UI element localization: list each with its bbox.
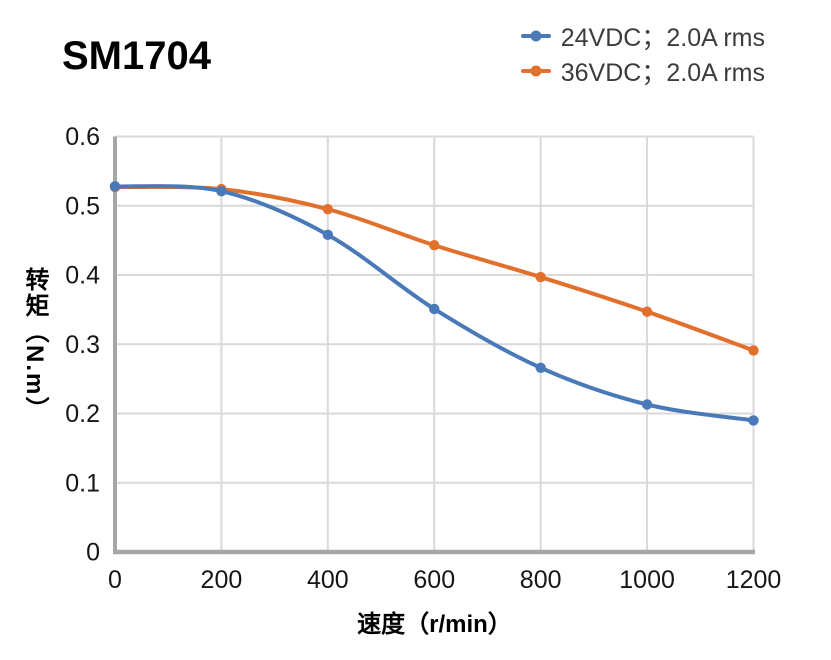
data-point-series-1: [429, 240, 440, 251]
legend-dot: [530, 30, 542, 41]
legend-dot: [530, 65, 542, 76]
x-tick-label: 0: [108, 566, 122, 594]
y-tick-label: 0.4: [65, 262, 100, 290]
data-point-series-0: [216, 186, 227, 197]
legend-label: 24VDC；2.0A rms: [560, 23, 765, 52]
x-tick-label: 600: [413, 566, 455, 594]
data-point-series-1: [322, 204, 334, 215]
legend-line-marker-icon: [520, 30, 551, 42]
y-tick-label: 0.5: [65, 192, 100, 220]
x-tick-label: 800: [520, 566, 562, 594]
data-point-series-1: [748, 345, 759, 356]
legend-item-36vdc: 36VDC；2.0A rms: [520, 54, 765, 87]
x-tick-label: 1200: [726, 566, 782, 594]
data-point-series-0: [641, 399, 653, 410]
y-tick-label: 0.3: [65, 331, 100, 359]
data-point-series-0: [109, 181, 121, 192]
legend-item-24vdc: 24VDC；2.0A rms: [520, 19, 765, 52]
y-axis-title: 转矩（N.m）: [21, 266, 48, 423]
legend-label: 36VDC；2.0A rms: [560, 58, 765, 87]
x-tick-label: 200: [201, 566, 243, 594]
data-point-series-0: [322, 229, 334, 241]
legend-line-marker-icon: [520, 65, 551, 77]
x-axis-title: 速度（r/min）: [357, 611, 512, 638]
y-tick-label: 0.1: [65, 469, 100, 497]
y-tick-label: 0.2: [65, 400, 100, 428]
x-tick-label: 400: [307, 566, 349, 594]
data-point-series-1: [641, 306, 653, 317]
data-point-series-0: [429, 303, 440, 315]
legend: 24VDC；2.0A rms 36VDC；2.0A rms: [520, 19, 765, 87]
chart-title: SM1704: [62, 34, 211, 78]
data-point-series-0: [535, 362, 546, 373]
data-point-series-1: [535, 271, 546, 283]
y-axis-title-box: 转矩（N.m）: [12, 137, 56, 552]
y-tick-label: 0.6: [65, 123, 100, 151]
x-tick-label: 1000: [619, 566, 675, 594]
y-tick-label: 0: [86, 539, 100, 567]
data-point-series-0: [748, 415, 759, 426]
